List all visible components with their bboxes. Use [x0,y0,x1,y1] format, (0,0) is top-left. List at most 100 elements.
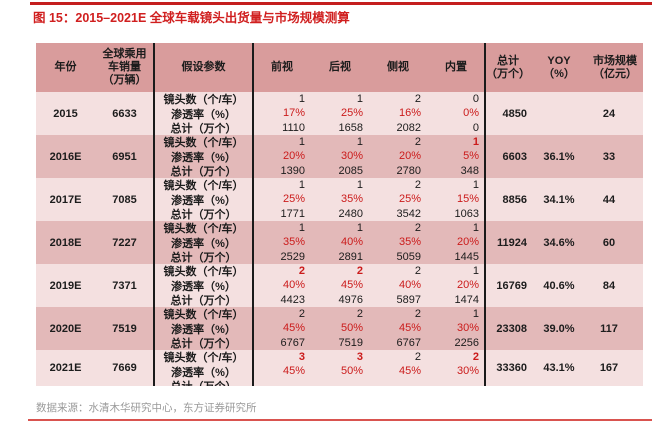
param-row: 渗透率（%） 17% 25% 16% 0% [154,106,485,120]
right-cell-yoy: 34.1% [543,193,575,206]
value-cell: 1445 [454,250,479,263]
param-label: 总计（万个） [170,294,237,307]
right-cell-market: 117 [600,322,618,335]
right-cell-total: 4850 [502,107,527,120]
value-cell: 35% [282,236,305,249]
year-cell: 2019E [49,279,82,292]
param-label: 渗透率（%） [171,366,236,379]
param-row: 渗透率（%） 45% 50% 45% 30% [154,321,485,335]
value-cell: 2 [414,136,421,149]
value-cell: 17% [282,107,305,120]
param-row: 渗透率（%） 20% 30% 20% 5% [154,149,485,163]
header-cell-total-line: （万个） [486,67,530,80]
table-header: 年份 全球乘用 车销量 （万辆） 假设参数 前视 后视 侧视 内置 总计 （万个） YOY （%） 市场规… [36,43,643,92]
value-cell: 1 [298,222,305,235]
value-cell: 1 [472,222,479,235]
param-row: 镜头数（个/车） 1 1 2 1 [154,178,485,192]
header-cell-view: 后视 [329,61,351,73]
value-cell: 2256 [454,336,479,349]
value-cell: 1390 [280,164,305,177]
header-cell-total: 总计 （万个） [485,43,531,92]
divider-line [484,43,486,386]
header-sales-line: 车销量 [108,61,141,73]
param-rows: 镜头数（个/车） 1 1 2 1 渗透率（%） 25% 35% 25% 15% 总计（万个） 1771… [154,178,485,221]
value-cell: 2 [356,308,363,321]
year-cell: 2018E [49,236,82,249]
value-cell: 50% [340,365,363,378]
table-body: 2015 6633 镜头数（个/车） 1 1 2 0 渗透率（%） 17% 25% 16% 0% 总计（… [36,92,643,386]
param-row: 总计（万个） 2529 2891 5059 1445 [154,250,485,264]
header-views: 前视 后视 侧视 内置 [253,43,485,92]
right-section: 33360 43.1% 167 [485,350,643,386]
value-cell: 30% [456,322,479,335]
param-label: 渗透率（%） [171,237,236,250]
right-cell-yoy: 43.1% [543,362,575,374]
header-sales-line: （万辆） [102,74,147,86]
right-section: 11924 34.6% 60 [485,221,643,264]
right-cell-yoy: 40.6% [543,279,575,292]
right-cell-market: 60 [602,236,616,249]
right-cell-yoy: 34.6% [543,236,575,249]
value-cell: 25% [282,193,305,206]
param-label: 总计（万个） [170,208,237,221]
value-cell: 45% [340,279,363,292]
param-row: 总计（万个） 6767 7519 6767 2256 [154,336,485,350]
right-cell-total: 23308 [496,322,527,335]
value-cell: 2891 [338,250,363,263]
value-cell: 20% [282,150,305,163]
param-label: 总计（万个） [170,251,237,264]
param-label: 渗透率（%） [171,108,236,121]
value-cell: 1771 [280,207,305,220]
param-row: 镜头数（个/车） 1 1 2 1 [154,135,485,149]
right-section: 16769 40.6% 84 [485,264,643,307]
header-sales-line: 全球乘用 [102,48,147,60]
value-cell: 16% [398,107,421,120]
param-label: 总计（万个） [170,165,237,178]
year-cell: 2020E [49,322,82,335]
right-cell-total: 6603 [502,150,527,163]
value-cell: 2780 [396,164,421,177]
divider-line [153,43,155,386]
value-cell: 50% [340,322,363,335]
value-cell: 20% [456,279,479,292]
param-row: 渗透率（%） 45% 50% 45% 30% [154,364,485,378]
value-cell: 348 [460,164,479,177]
right-cell-total: 8856 [502,193,527,206]
year-block: 2021E 7669 镜头数（个/车） 3 3 2 2 渗透率（%） 45% 50% 45% 30% 总… [36,350,643,386]
param-row: 总计（万个） [154,379,485,386]
header-cell-market: 市场规模 （亿元） [587,43,643,92]
right-cell-market: 24 [602,107,616,120]
value-cell: 3 [298,351,305,364]
sales-cell: 7371 [112,279,137,292]
header-cell-view: 内置 [445,61,467,73]
sales-cell: 7227 [112,236,137,249]
param-row: 总计（万个） 4423 4976 5897 1474 [154,293,485,307]
divider-line [252,43,254,386]
sales-cell: 6633 [112,107,137,120]
value-cell: 7519 [338,336,363,349]
param-rows: 镜头数（个/车） 1 1 2 0 渗透率（%） 17% 25% 16% 0% 总计（万个） 1110 1… [154,92,485,135]
year-cell: 2016E [49,150,82,163]
value-cell: 2082 [396,121,421,134]
sales-cell: 7669 [112,362,137,374]
value-cell: 1 [298,93,305,106]
value-cell: 25% [340,107,363,120]
header-cell-params: 假设参数 [181,61,226,73]
value-cell: 0 [472,121,479,134]
param-row: 渗透率（%） 40% 45% 40% 20% [154,278,485,292]
param-row: 镜头数（个/车） 1 1 2 0 [154,92,485,106]
sales-cell: 7085 [112,193,137,206]
param-label: 镜头数（个/车） [163,94,244,107]
right-cell-total: 33360 [496,362,527,374]
right-cell-yoy: 36.1% [543,150,575,163]
value-cell: 2 [472,351,479,364]
param-rows: 镜头数（个/车） 1 1 2 1 渗透率（%） 35% 40% 35% 20% 总计（万个） 2529… [154,221,485,264]
param-rows: 镜头数（个/车） 2 2 2 1 渗透率（%） 45% 50% 45% 30% 总计（万个） 6767… [154,307,485,350]
sales-cell: 7519 [112,322,137,335]
value-cell: 2085 [338,164,363,177]
param-label: 镜头数（个/车） [163,223,244,236]
right-section: 8856 34.1% 44 [485,178,643,221]
value-cell: 45% [282,365,305,378]
value-cell: 30% [456,365,479,378]
value-cell: 2 [298,308,305,321]
